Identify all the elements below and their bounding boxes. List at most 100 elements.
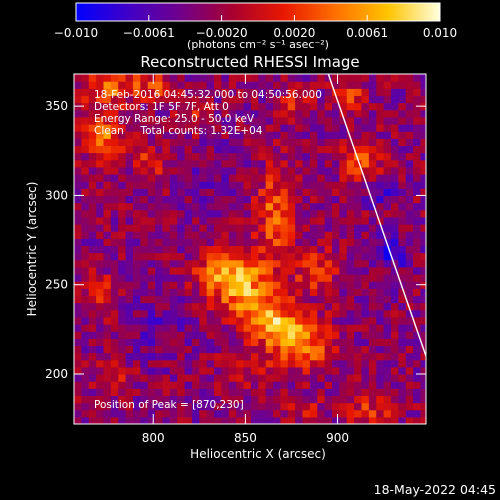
heatmap-pixel [332,295,340,304]
heatmap-pixel [243,309,252,318]
heatmap-pixel [177,345,186,354]
heatmap-pixel [309,409,318,418]
heatmap-pixel [243,295,252,304]
heatmap-pixel [191,345,200,354]
heatmap-pixel [332,352,340,361]
heatmap-pixel [206,188,215,197]
heatmap-pixel [118,245,127,254]
heatmap-pixel [155,352,164,361]
heatmap-pixel [273,352,282,361]
heatmap-pixel [250,352,259,361]
heatmap-pixel [368,252,377,261]
heatmap-pixel [206,381,215,389]
heatmap-pixel [132,324,141,332]
heatmap-pixel [132,366,141,375]
heatmap-pixel [309,224,318,232]
heatmap-pixel [287,181,296,189]
heatmap-pixel [132,331,141,339]
heatmap-pixel [383,345,392,354]
heatmap-pixel [420,274,426,282]
heatmap-pixel [309,124,318,132]
heatmap-pixel [398,409,407,418]
heatmap-pixel [88,209,97,218]
heatmap-pixel [162,259,171,268]
heatmap-pixel [332,238,340,247]
heatmap-pixel [250,259,259,268]
heatmap-pixel [405,131,414,139]
heatmap-pixel [295,352,304,361]
heatmap-pixel [346,381,355,389]
chart-title: Reconstructed RHESSI Image [140,53,359,71]
heatmap-pixel [398,95,407,104]
heatmap-pixel [332,331,340,339]
heatmap-pixel [332,159,340,168]
heatmap-pixel [221,259,230,268]
heatmap-pixel [287,338,296,347]
heatmap-pixel [74,124,82,132]
heatmap-pixel [354,116,363,125]
heatmap-pixel [96,259,105,268]
heatmap-pixel [191,266,200,275]
heatmap-pixel [147,124,156,132]
heatmap-pixel [74,316,82,325]
heatmap-pixel [376,131,385,139]
heatmap-pixel [295,316,304,325]
heatmap-pixel [265,359,274,368]
heatmap-pixel [162,145,171,154]
heatmap-pixel [258,124,267,132]
heatmap-pixel [110,388,119,397]
heatmap-pixel [405,259,414,268]
heatmap-pixel [413,302,422,311]
heatmap-pixel [191,188,200,197]
heatmap-pixel [324,145,333,154]
heatmap-pixel [398,202,407,211]
heatmap-pixel [125,359,134,368]
heatmap-pixel [169,124,178,132]
heatmap-pixel [214,309,223,318]
heatmap-pixel [88,266,97,275]
heatmap-pixel [184,352,193,361]
heatmap-pixel [177,309,186,318]
heatmap-pixel [398,88,407,97]
heatmap-pixel [132,74,141,82]
heatmap-pixel [332,359,340,368]
heatmap-pixel [96,231,105,239]
heatmap-pixel [265,324,274,332]
heatmap-pixel [221,116,230,125]
heatmap-pixel [140,81,149,89]
heatmap-pixel [332,388,340,397]
heatmap-pixel [309,331,318,339]
heatmap-pixel [74,138,82,147]
heatmap-pixel [221,359,230,368]
heatmap-pixel [214,138,223,147]
heatmap-pixel [103,181,112,189]
heatmap-pixel [250,166,259,175]
heatmap-pixel [199,409,208,418]
heatmap-pixel [302,181,311,189]
heatmap-pixel [346,88,355,97]
heatmap-pixel [177,116,186,125]
heatmap-pixel [74,88,82,97]
heatmap-pixel [103,402,112,411]
heatmap-pixel [332,316,340,325]
heatmap-pixel [317,209,326,218]
heatmap-pixel [250,145,259,154]
heatmap-pixel [346,159,355,168]
heatmap-pixel [96,274,105,282]
x-tick-label: 900 [326,431,349,445]
heatmap-pixel [118,216,127,225]
heatmap-pixel [420,145,426,154]
heatmap-pixel [265,381,274,389]
heatmap-pixel [206,302,215,311]
heatmap-pixel [243,331,252,339]
heatmap-pixel [147,366,156,375]
heatmap-pixel [258,81,267,89]
heatmap-pixel [405,288,414,297]
heatmap-pixel [147,138,156,147]
heatmap-pixel [191,124,200,132]
heatmap-pixel [132,109,141,118]
heatmap-pixel [324,238,333,247]
heatmap-pixel [110,209,119,218]
heatmap-pixel [287,124,296,132]
